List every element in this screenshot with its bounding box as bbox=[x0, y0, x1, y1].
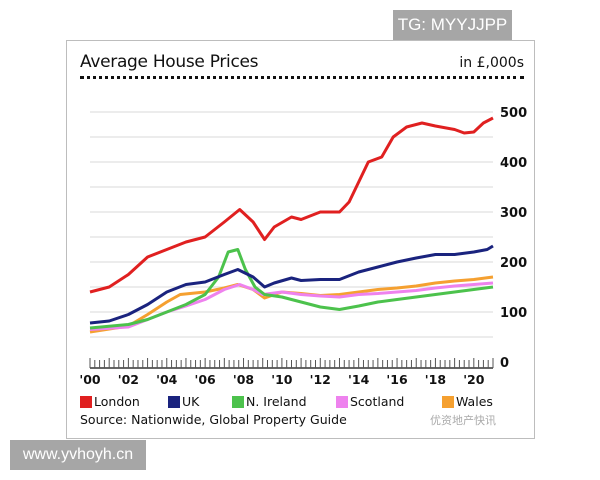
y-tick-label: 200 bbox=[500, 256, 527, 271]
legend-label: Scotland bbox=[350, 394, 405, 409]
legend-swatch bbox=[80, 395, 92, 408]
legend-swatch bbox=[232, 395, 244, 408]
legend-label: N. Ireland bbox=[246, 394, 307, 409]
watermark-top: TG: MYYJJPP bbox=[393, 10, 512, 40]
series-line-n-ireland bbox=[89, 248, 494, 330]
legend-label: UK bbox=[182, 394, 200, 409]
x-tick-label: '06 bbox=[195, 372, 217, 387]
legend-item: London bbox=[80, 394, 140, 409]
legend-swatch bbox=[336, 395, 348, 408]
x-tick-label: '12 bbox=[310, 372, 331, 387]
y-tick-label: 0 bbox=[500, 356, 509, 371]
x-tick-label: '14 bbox=[348, 372, 370, 387]
source-note: Source: Nationwide, Global Property Guid… bbox=[80, 412, 347, 427]
legend-swatch bbox=[442, 395, 454, 408]
x-tick-label: '18 bbox=[425, 372, 446, 387]
x-tick-label: '08 bbox=[233, 372, 254, 387]
legend-swatch bbox=[168, 395, 180, 408]
y-tick-label: 400 bbox=[500, 156, 527, 171]
chart-title: Average House Prices bbox=[80, 52, 259, 72]
legend-label: London bbox=[94, 394, 140, 409]
legend-item: Scotland bbox=[336, 394, 404, 409]
legend-item: UK bbox=[168, 394, 199, 409]
x-tick-label: '04 bbox=[156, 372, 178, 387]
series-line-london bbox=[89, 116, 494, 294]
y-tick-label: 100 bbox=[500, 306, 527, 321]
legend-label: Wales bbox=[456, 394, 493, 409]
legend-item: Wales bbox=[442, 394, 493, 409]
chart-card bbox=[66, 40, 535, 439]
y-tick-label: 500 bbox=[500, 106, 527, 121]
series-line-scotland bbox=[89, 281, 494, 331]
title-divider bbox=[80, 76, 524, 79]
unit-label: in £,000s bbox=[459, 55, 524, 71]
watermark-bottom: www.yvhoyh.cn bbox=[10, 440, 146, 470]
x-tick-label: '20 bbox=[463, 372, 485, 387]
x-tick-label: '10 bbox=[271, 372, 293, 387]
series-line-wales bbox=[89, 275, 494, 334]
legend-item: N. Ireland bbox=[232, 394, 307, 409]
watermark-logo: 优资地产快讯 bbox=[430, 414, 496, 427]
x-tick-label: '02 bbox=[118, 372, 139, 387]
y-tick-label: 300 bbox=[500, 206, 527, 221]
x-tick-label: '00 bbox=[79, 372, 101, 387]
x-tick-label: '16 bbox=[386, 372, 408, 387]
series-line-uk bbox=[89, 244, 494, 325]
